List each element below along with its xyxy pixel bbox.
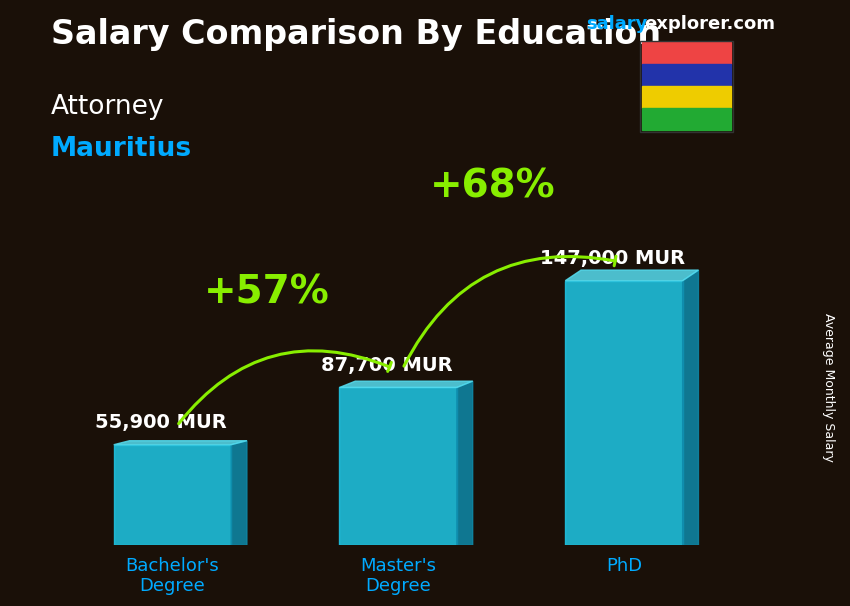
Polygon shape (114, 441, 246, 445)
Text: salary: salary (586, 15, 648, 33)
Text: 55,900 MUR: 55,900 MUR (95, 413, 227, 432)
Polygon shape (339, 381, 473, 387)
Text: 87,700 MUR: 87,700 MUR (321, 356, 453, 375)
Polygon shape (339, 387, 456, 545)
Polygon shape (114, 445, 231, 545)
Text: Attorney: Attorney (51, 94, 165, 120)
Text: Salary Comparison By Education: Salary Comparison By Education (51, 18, 661, 51)
Polygon shape (565, 281, 683, 545)
Polygon shape (456, 381, 473, 545)
Text: +57%: +57% (204, 274, 330, 312)
Polygon shape (683, 270, 699, 545)
Polygon shape (565, 270, 699, 281)
Text: 147,000 MUR: 147,000 MUR (540, 249, 685, 268)
Polygon shape (231, 441, 246, 545)
Text: Mauritius: Mauritius (51, 136, 192, 162)
Text: Average Monthly Salary: Average Monthly Salary (822, 313, 836, 462)
Text: explorer.com: explorer.com (644, 15, 775, 33)
Text: +68%: +68% (430, 167, 556, 205)
